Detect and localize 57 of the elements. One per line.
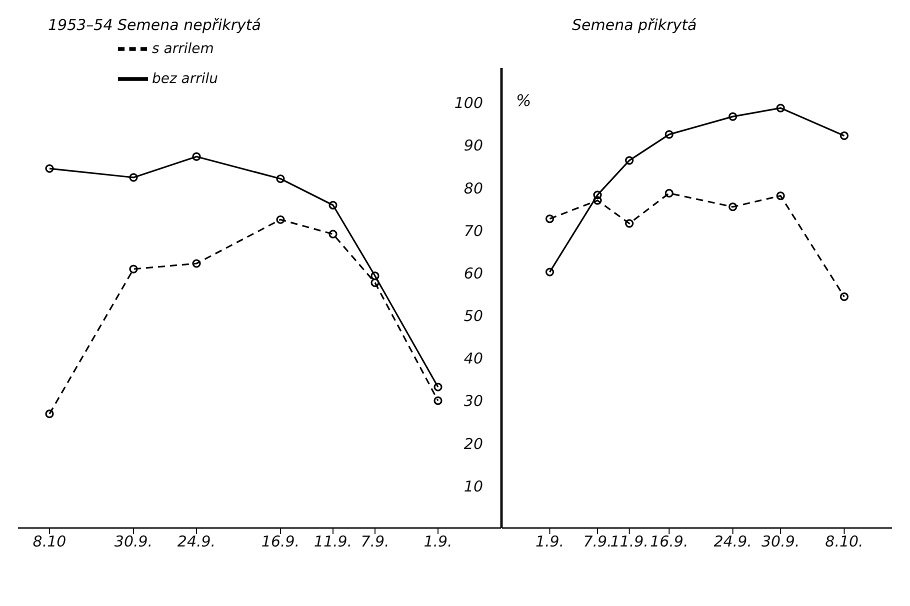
point xyxy=(728,202,738,212)
point xyxy=(593,190,602,200)
point xyxy=(545,268,554,276)
chart-title: 1953–54 Semena nepřikrytá xyxy=(48,16,261,34)
y-tick-label: 80 xyxy=(464,179,483,198)
point xyxy=(370,278,380,287)
point xyxy=(192,152,201,161)
point xyxy=(664,130,674,139)
point xyxy=(840,131,849,140)
point xyxy=(328,200,338,210)
x-tick-label: 8.10 xyxy=(32,532,66,551)
x-tick-label: 16.9. xyxy=(261,532,300,551)
y-tick-label: 20 xyxy=(464,434,483,453)
x-tick-label: 16.9. xyxy=(650,532,688,551)
x-tick-label: 24.9. xyxy=(177,532,216,551)
point xyxy=(129,173,138,182)
x-tick-label: 7.9. xyxy=(360,532,390,551)
point xyxy=(434,382,442,392)
point xyxy=(625,219,634,228)
y-tick-label: 100 xyxy=(454,94,483,112)
point xyxy=(434,396,442,405)
point xyxy=(776,104,785,112)
point xyxy=(45,164,54,173)
point xyxy=(370,272,380,280)
point xyxy=(776,191,785,200)
y-tick-label: 70 xyxy=(464,222,483,240)
point xyxy=(276,174,285,184)
point xyxy=(545,214,554,224)
legend-label: bez arrilu xyxy=(152,70,218,87)
y-tick-label: 90 xyxy=(464,136,483,155)
point xyxy=(664,188,674,198)
x-tick-label: 30.9. xyxy=(114,532,153,551)
x-tick-label: 8.10. xyxy=(825,532,864,551)
y-tick-label: 10 xyxy=(464,477,483,496)
x-tick-label: 1.9. xyxy=(535,532,564,551)
point xyxy=(129,264,138,274)
point xyxy=(728,112,738,121)
x-tick-label: 11.9. xyxy=(610,532,648,551)
x-tick-label: 11.9. xyxy=(314,532,352,551)
y-tick-label: 40 xyxy=(464,350,483,368)
y-tick-label: 30 xyxy=(464,392,483,410)
y-tick-label: 60 xyxy=(464,264,483,282)
point xyxy=(276,215,285,224)
point xyxy=(593,196,602,205)
y-axis-title: % xyxy=(516,91,532,110)
x-tick-label: 1.9. xyxy=(424,532,452,551)
point xyxy=(45,410,54,418)
x-tick-label: 30.9. xyxy=(761,532,800,551)
chart-title: Semena přikrytá xyxy=(572,16,697,34)
y-tick-label: 50 xyxy=(464,307,483,326)
point xyxy=(625,156,634,165)
point xyxy=(840,292,849,302)
point xyxy=(328,230,338,238)
x-tick-label: 24.9. xyxy=(714,532,752,551)
point xyxy=(192,259,201,268)
x-tick-label: 7.9. xyxy=(583,532,612,551)
legend-label: s arrilem xyxy=(152,40,214,57)
